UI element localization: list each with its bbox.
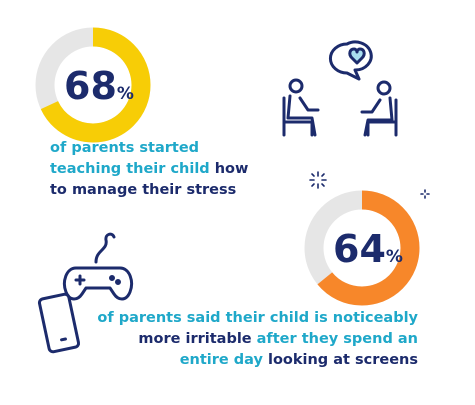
caption-text: after they spend an (257, 331, 418, 347)
stat-number: 68 (64, 64, 117, 108)
caption-line: more irritable after they spend an (138, 331, 418, 347)
caption-line: of parents started (50, 140, 199, 156)
caption-text: of parents said their child is noticeabl… (97, 310, 418, 326)
caption-text: to manage their stress (50, 182, 236, 198)
caption-text: looking at screens (268, 352, 418, 368)
devices-icon (37, 232, 134, 354)
donut-arc (35, 27, 151, 143)
caption-text: how (215, 161, 249, 177)
counseling-icon (282, 40, 398, 137)
stat-value: 64% (333, 227, 403, 271)
stat-unit: % (386, 247, 403, 267)
caption-line: teaching their child how (50, 161, 248, 177)
stat-number: 64 (333, 227, 386, 271)
caption-text: of parents started (50, 140, 199, 156)
caption-text: more irritable (138, 331, 251, 347)
caption-line: to manage their stress (50, 182, 236, 198)
stat-value: 68% (64, 64, 134, 108)
caption-line: entire day looking at screens (180, 352, 418, 368)
donut-arc (304, 190, 420, 306)
caption-line: of parents said their child is noticeabl… (97, 310, 418, 326)
stat-unit: % (117, 84, 134, 104)
sparkle (309, 171, 430, 199)
caption-text: teaching their child (50, 161, 210, 177)
caption-text: entire day (180, 352, 264, 368)
